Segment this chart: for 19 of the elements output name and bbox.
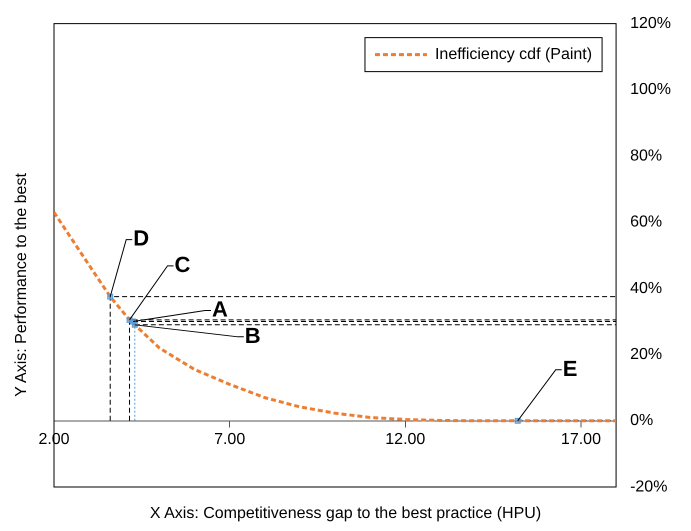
y-tick-label: -20% [630, 478, 668, 496]
x-tick-label: 12.00 [385, 430, 426, 448]
y-tick-label: 20% [630, 346, 662, 364]
y-tick-label: 40% [630, 280, 662, 297]
y-tick-label: 0% [630, 412, 654, 430]
y-tick-label: 100% [630, 81, 671, 98]
y-tick-label: 120% [630, 15, 671, 32]
annotation: C [174, 252, 191, 277]
annotation: A [212, 296, 228, 322]
y-tick-label: 60% [630, 214, 662, 231]
x-tick-label: 7.00 [214, 430, 246, 448]
x-axis-title: X Axis: Competitiveness gap to the best practice (HPU) [148, 505, 542, 523]
annotation: B [244, 322, 261, 348]
annotation: E [562, 356, 578, 381]
y-axis-title: Y Axis: Performance to the best [13, 173, 31, 397]
x-tick-label: 17.00 [560, 430, 602, 448]
legend-label: Inefficiency cdf (Paint) [434, 46, 592, 64]
annotation: D [133, 226, 150, 251]
y-tick-label: 80% [630, 147, 662, 164]
